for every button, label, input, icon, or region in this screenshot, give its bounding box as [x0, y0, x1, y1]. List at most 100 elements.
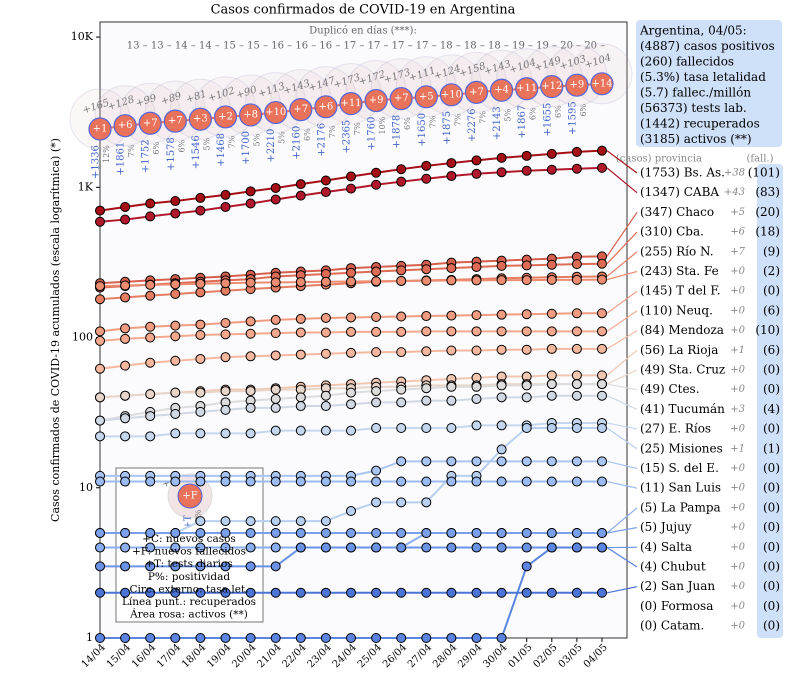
series-point: [120, 201, 131, 212]
series-point: [546, 527, 557, 538]
new-cases: +0: [730, 384, 745, 395]
series-point: [546, 587, 557, 598]
series-point: [270, 561, 281, 572]
series-point: [120, 292, 131, 303]
new-cases: +0: [730, 483, 745, 494]
series-point: [371, 527, 382, 538]
series-point: [245, 386, 256, 397]
y-tick-label: 1: [86, 631, 93, 644]
new-deaths-label: +11: [516, 83, 537, 94]
series-point: [220, 278, 231, 289]
series-point: [320, 175, 331, 186]
series-point: [145, 198, 156, 209]
connector: [606, 427, 638, 450]
series-point: [145, 476, 156, 487]
series-point: [346, 633, 356, 643]
series-point: [597, 258, 607, 269]
series-point: [170, 542, 181, 553]
series-point: [170, 288, 181, 299]
series-point: [145, 527, 156, 538]
series-point: [421, 456, 432, 467]
new-deaths-label: +6: [319, 101, 334, 112]
deaths: (0): [763, 481, 780, 495]
positivity-label: 6%: [177, 139, 186, 152]
new-deaths-label: +7: [293, 104, 308, 115]
series-point: [346, 183, 356, 194]
series-point: [546, 326, 557, 337]
series-point: [120, 431, 131, 442]
series-point: [371, 422, 382, 433]
series-point: [521, 326, 532, 337]
new-deaths-label: +2: [218, 111, 233, 122]
connector: [606, 212, 638, 257]
series-point: [446, 326, 457, 337]
series-point: [396, 397, 407, 408]
new-deaths-label: +5: [419, 91, 434, 102]
x-tick-label: 26/04: [381, 642, 409, 670]
series-point: [245, 542, 256, 553]
series-point: [471, 381, 482, 392]
info-line: (56373) tests lab.: [640, 101, 747, 115]
series-point: [245, 476, 256, 487]
series-point: [346, 542, 356, 553]
new-cases: +0: [730, 325, 745, 336]
deaths-column: [757, 164, 783, 638]
series-point: [471, 261, 482, 272]
series-point: [396, 527, 407, 538]
series-point: [446, 345, 457, 356]
info-line: Argentina, 04/05:: [639, 24, 747, 38]
series-point: [120, 214, 131, 225]
series-point: [195, 633, 206, 643]
series-point: [170, 633, 181, 643]
total-point: [239, 103, 263, 127]
new-cases: +0: [730, 266, 745, 277]
series-point: [371, 587, 382, 598]
info-line: (260) fallecidos: [640, 55, 734, 69]
series-point: [396, 587, 407, 598]
series-point: [120, 280, 131, 291]
series-point: [145, 332, 156, 343]
series-point: [346, 527, 356, 538]
series-point: [396, 384, 407, 395]
tests-label: +1861: [116, 142, 127, 176]
tests-label: +1700: [241, 131, 252, 165]
series-point: [546, 422, 557, 433]
series-point: [145, 633, 156, 643]
deaths: (0): [763, 284, 780, 298]
series-point: [421, 346, 432, 357]
series-point: [471, 393, 482, 404]
series-point: [220, 189, 231, 200]
new-cases: +0: [730, 502, 745, 513]
series-point: [220, 587, 231, 598]
series-point: [496, 275, 507, 286]
series-point: [421, 395, 432, 406]
series-point: [346, 347, 356, 358]
series-point: [270, 542, 281, 553]
series-point: [371, 397, 382, 408]
legend-label: (110) Neuq.: [640, 303, 713, 317]
series-point: [571, 379, 582, 390]
deaths: (0): [763, 500, 780, 514]
series-point: [446, 310, 457, 321]
positivity-label: 12%: [102, 145, 111, 163]
legend-label: (0) Formosa: [640, 599, 713, 613]
series-point: [245, 186, 256, 197]
positivity-label: 7%: [228, 135, 237, 148]
series-point: [421, 275, 432, 286]
legend-line: +F: nuevos fallecidos: [132, 546, 246, 558]
series-point: [120, 413, 131, 424]
tests-label: +1878: [392, 115, 403, 149]
series-point: [371, 276, 382, 287]
new-deaths-label: +8: [243, 109, 258, 120]
series-point: [371, 266, 382, 277]
series-point: [95, 363, 105, 374]
legend-label: (255) Río N.: [640, 244, 714, 258]
series-point: [346, 425, 356, 436]
series-point: [571, 326, 582, 337]
series-point: [295, 313, 306, 324]
series-point: [220, 329, 231, 340]
series-point: [270, 393, 281, 404]
series-point: [120, 527, 131, 538]
series-point: [145, 321, 156, 332]
series-point: [496, 527, 507, 538]
